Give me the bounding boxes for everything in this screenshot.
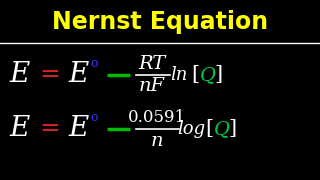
Text: E: E [9,115,29,142]
Text: o: o [91,57,98,70]
Text: E: E [9,61,29,88]
Text: nF: nF [139,77,165,95]
Text: Nernst Equation: Nernst Equation [52,10,268,35]
Text: log: log [177,120,205,138]
Text: 0.0591: 0.0591 [128,109,186,126]
Text: ln: ln [171,66,188,84]
Text: =: = [39,117,60,140]
Text: o: o [91,111,98,124]
Text: ]: ] [228,119,237,138]
Text: E: E [68,115,89,142]
Text: Q: Q [199,66,215,84]
Text: E: E [68,61,89,88]
Text: ]: ] [214,65,222,84]
Text: [: [ [191,65,199,84]
Text: RT: RT [138,55,166,73]
Text: Q: Q [213,120,229,138]
Text: n: n [150,132,163,150]
Text: =: = [39,63,60,86]
Text: [: [ [205,119,214,138]
